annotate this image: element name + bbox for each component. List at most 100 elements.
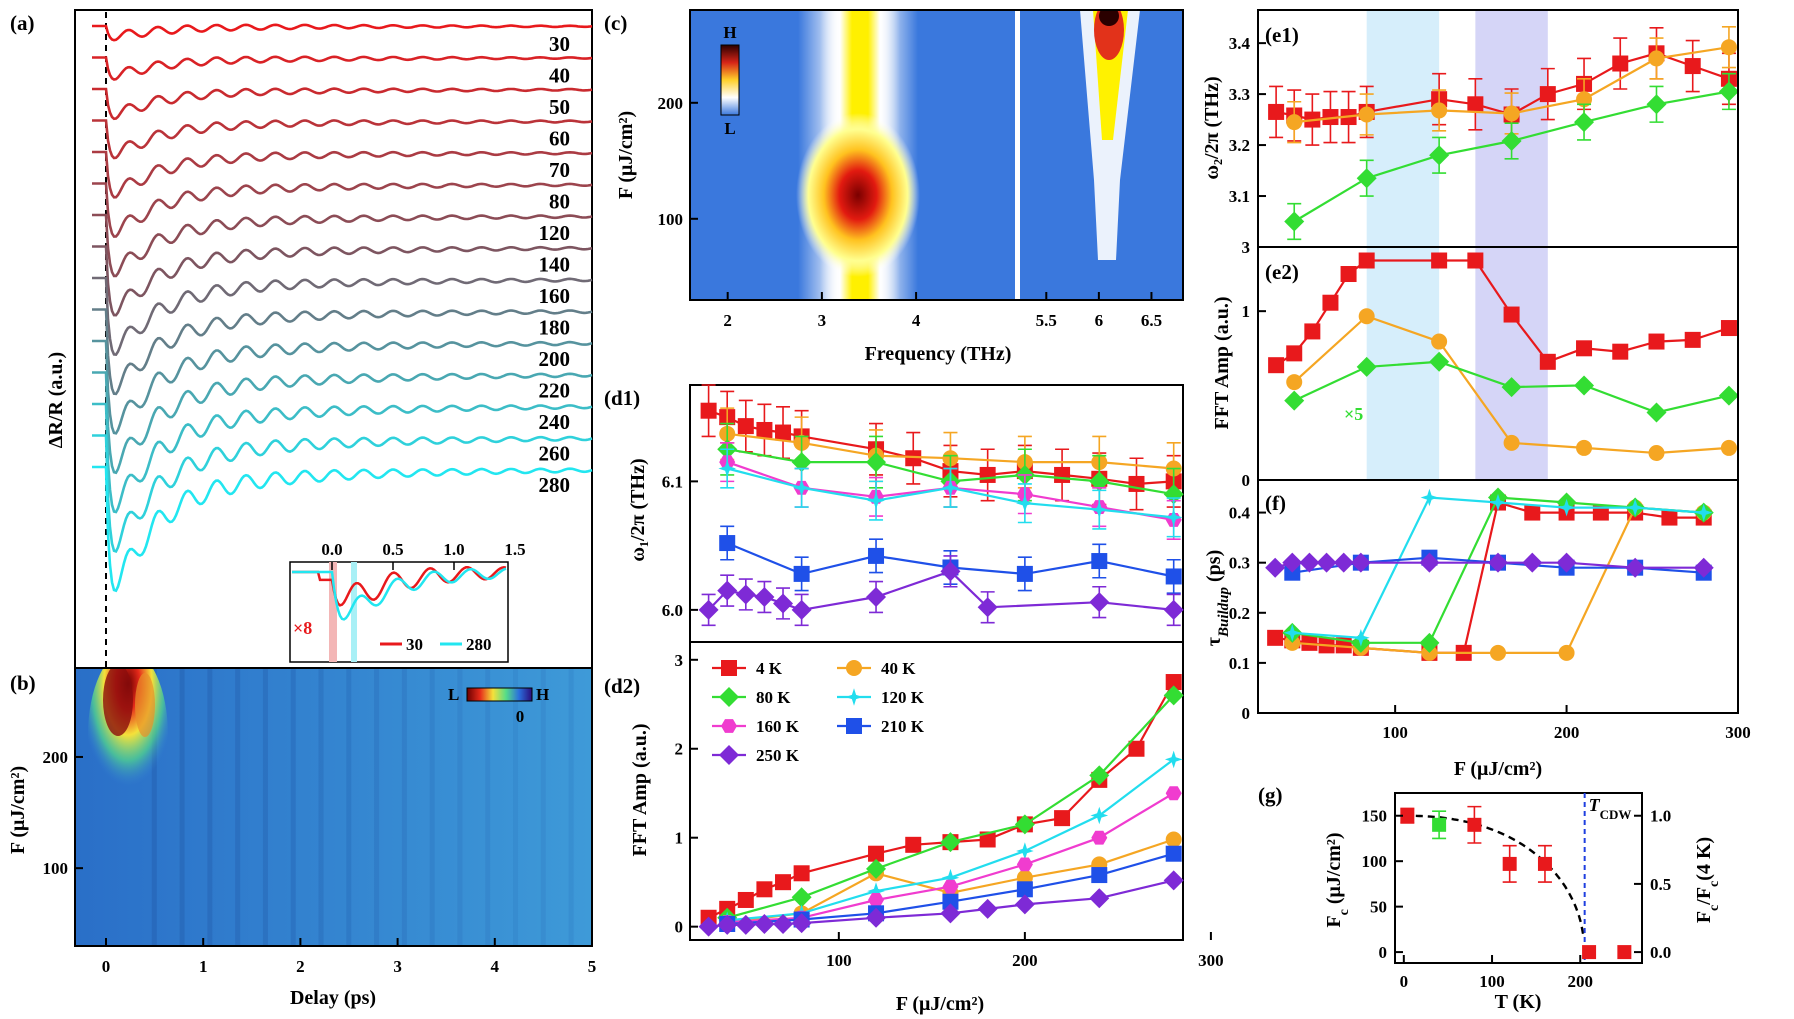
trace-60 <box>92 119 593 160</box>
y-tick-label-0: 0 <box>1379 943 1388 962</box>
data-point <box>1576 340 1593 357</box>
trace-180 <box>92 308 593 396</box>
y-tick-label-200: 200 <box>43 748 69 767</box>
panel-ef-ticks: 3 3.1 3.2 3.3 3.4 0 1 0 0.1 0.2 0.3 0.4 100 200 300 <box>1229 34 1751 742</box>
x-tick-label-1: 1 <box>199 957 208 976</box>
oscillation-stripe <box>457 668 463 946</box>
data-point <box>979 831 996 848</box>
data-point <box>1612 343 1629 360</box>
legend-marker-4K <box>721 660 737 676</box>
data-point <box>791 452 812 473</box>
trace-label-180: 180 <box>539 316 571 340</box>
data-point <box>698 599 719 620</box>
inset-legend-280: 280 <box>466 635 492 654</box>
data-point <box>1557 498 1576 517</box>
data-point <box>1646 402 1667 423</box>
data-point <box>1684 331 1701 348</box>
data-point <box>1574 375 1595 396</box>
x-tick-label-0: 0 <box>1400 972 1409 991</box>
data-point <box>1016 881 1033 898</box>
legend-marker-40K <box>846 660 862 676</box>
x-tick-label-6: 6 <box>1095 311 1104 330</box>
data-point <box>1163 870 1184 891</box>
data-point <box>775 874 792 891</box>
data-point <box>1646 94 1667 115</box>
map-c-left-peak <box>796 113 920 277</box>
trace-160 <box>92 276 593 356</box>
inset-band-cyan <box>351 562 357 662</box>
data-point <box>1089 888 1110 909</box>
data-point <box>1539 353 1556 370</box>
panel-d2-frame <box>689 641 1184 941</box>
panel-f-ylabel: τBuildup (ps) <box>1203 550 1232 646</box>
data-point <box>1282 552 1303 573</box>
oscillation-stripe <box>568 668 574 946</box>
data-point <box>1284 634 1301 651</box>
data-point <box>1352 629 1370 647</box>
panel-e2-ylabel: FFT Amp (a.u.) <box>1211 297 1233 430</box>
data-point <box>1284 564 1301 581</box>
y-tick-label-3.3: 3.3 <box>1229 85 1250 104</box>
data-point <box>1617 945 1632 960</box>
trace-label-70: 70 <box>549 158 570 182</box>
trace-label-280: 280 <box>539 473 571 497</box>
panel-d1-plot <box>698 384 1184 627</box>
map-b-hotspot-core <box>103 668 133 736</box>
x-tick-label-5: 5 <box>588 957 597 976</box>
trace-50 <box>92 87 593 121</box>
trace-40 <box>92 55 593 81</box>
panel-a-ylabel: ΔR/R (a.u.) <box>45 352 67 448</box>
data-point <box>942 879 959 894</box>
data-point <box>1286 114 1303 131</box>
data-point <box>791 913 812 934</box>
y-tick-right-label-1.0: 1.0 <box>1650 807 1671 826</box>
data-point <box>1358 308 1375 325</box>
panel-g-ylabel: Fc (μJ/cm²) <box>1323 832 1352 927</box>
data-point <box>791 887 812 908</box>
oscillation-stripe <box>318 668 324 946</box>
panel-e1-plot <box>1268 10 1739 247</box>
data-point <box>717 580 738 601</box>
data-point <box>1268 103 1285 120</box>
data-point <box>1431 252 1448 269</box>
panel-ef: 3 3.1 3.2 3.3 3.4 0 1 0 0.1 0.2 0.3 0.4 100 200 300 (e… <box>1201 9 1751 780</box>
data-point <box>1429 351 1450 372</box>
trace-220 <box>92 371 593 475</box>
data-point <box>773 913 794 934</box>
data-point <box>718 459 736 478</box>
trace-label-200: 200 <box>539 347 571 371</box>
data-point <box>1283 624 1302 642</box>
data-point <box>1090 806 1109 825</box>
y-tick-label-50: 50 <box>1370 898 1387 917</box>
data-point <box>1503 306 1520 323</box>
series-80K <box>1284 72 1739 241</box>
trace-label-30: 30 <box>549 32 570 56</box>
panel-f-xlabel: F (μJ/cm²) <box>1454 758 1542 780</box>
panel-f-plot <box>1265 487 1714 661</box>
data-point <box>1091 553 1108 570</box>
data-point <box>1014 814 1035 835</box>
oscillation-stripe <box>179 668 185 946</box>
data-point <box>1467 817 1482 832</box>
data-point <box>1267 629 1284 646</box>
data-point <box>1268 357 1285 374</box>
oscillation-stripe <box>540 668 546 946</box>
data-point <box>868 547 885 564</box>
data-point <box>868 893 884 907</box>
data-point <box>1467 252 1484 269</box>
y-tick-label-3: 3 <box>675 651 684 670</box>
oscillation-stripe <box>513 668 519 946</box>
y-tick-label-3: 3 <box>1242 238 1251 257</box>
panel-a: 304050607080120140160180200220240260280 … <box>10 9 593 946</box>
y-tick-label-100: 100 <box>1362 852 1388 871</box>
x-tick-label-2: 2 <box>296 957 305 976</box>
series-4K <box>700 384 1182 511</box>
data-point <box>1163 599 1184 620</box>
inset-tick-label: 0.5 <box>382 540 403 559</box>
series-250K <box>698 555 1184 627</box>
fit-curve <box>1403 814 1585 938</box>
trace-label-60: 60 <box>549 127 570 151</box>
trace-280 <box>92 465 593 593</box>
oscillation-stripe <box>207 668 213 946</box>
y-tick-label-0: 0 <box>1242 471 1251 490</box>
